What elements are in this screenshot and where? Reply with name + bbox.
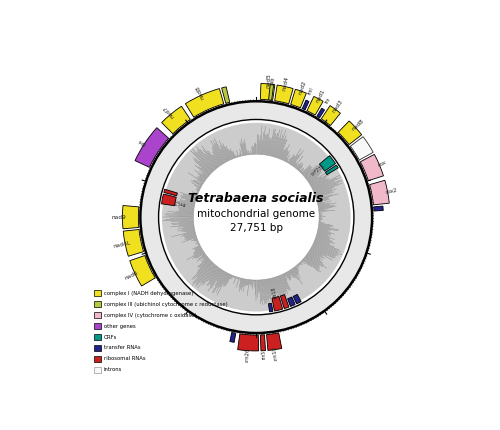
Text: nad8: nad8 [195, 84, 205, 99]
Wedge shape [268, 84, 274, 100]
Text: trn: trn [324, 96, 332, 104]
Text: cob: cob [270, 76, 275, 85]
Text: ORFs: ORFs [104, 335, 118, 340]
Text: rrn26: rrn26 [245, 347, 251, 362]
Circle shape [194, 154, 319, 280]
Wedge shape [302, 100, 309, 110]
Text: nad5: nad5 [265, 73, 272, 88]
Wedge shape [260, 83, 275, 101]
Wedge shape [162, 106, 190, 134]
Wedge shape [320, 156, 336, 171]
Text: rrn5: rrn5 [260, 350, 266, 359]
Wedge shape [266, 333, 282, 350]
Text: nad7: nad7 [162, 104, 175, 118]
Text: trnI: trnI [308, 87, 316, 96]
Wedge shape [164, 189, 177, 196]
Wedge shape [290, 89, 306, 108]
Text: other genes: other genes [104, 324, 136, 329]
Text: transfer RNAs: transfer RNAs [104, 345, 141, 350]
Text: rrn18: rrn18 [270, 286, 278, 299]
Text: ribosomal RNAs: ribosomal RNAs [104, 356, 146, 361]
Wedge shape [280, 295, 289, 309]
FancyBboxPatch shape [94, 367, 102, 373]
Wedge shape [274, 85, 293, 104]
Text: nad8: nad8 [351, 118, 366, 132]
Text: Tetrabaena socialis: Tetrabaena socialis [188, 193, 324, 206]
FancyBboxPatch shape [94, 312, 102, 318]
Wedge shape [238, 334, 258, 351]
FancyBboxPatch shape [94, 345, 102, 351]
Wedge shape [288, 297, 295, 307]
FancyBboxPatch shape [94, 301, 102, 307]
Text: rps: rps [137, 137, 146, 146]
Text: orf281: orf281 [310, 163, 326, 177]
Wedge shape [272, 296, 282, 311]
Text: nad3: nad3 [331, 99, 344, 114]
Text: nad4L: nad4L [112, 240, 131, 249]
Wedge shape [317, 108, 324, 118]
Text: mitochondrial genome: mitochondrial genome [197, 209, 316, 219]
FancyBboxPatch shape [94, 334, 102, 340]
Wedge shape [222, 87, 230, 103]
Text: rrn18: rrn18 [272, 346, 279, 361]
Text: nad9: nad9 [112, 215, 126, 220]
Wedge shape [162, 194, 176, 206]
Text: nad4: nad4 [282, 75, 290, 91]
Wedge shape [307, 96, 323, 115]
Wedge shape [162, 123, 350, 311]
Text: introns: introns [104, 367, 122, 372]
FancyBboxPatch shape [94, 323, 102, 329]
Wedge shape [122, 206, 139, 229]
Text: 27,751 bp: 27,751 bp [230, 223, 283, 233]
Wedge shape [186, 89, 224, 117]
Text: cox2: cox2 [384, 187, 398, 194]
Wedge shape [370, 180, 390, 205]
FancyBboxPatch shape [94, 290, 102, 296]
Text: nad6: nad6 [124, 270, 140, 281]
Wedge shape [338, 121, 361, 144]
Text: nad2: nad2 [298, 80, 307, 95]
Text: complex IV (cytochrome c oxidase): complex IV (cytochrome c oxidase) [104, 313, 196, 318]
Wedge shape [135, 128, 168, 167]
Wedge shape [293, 294, 301, 304]
Text: rrnL3: rrnL3 [174, 199, 186, 206]
FancyBboxPatch shape [94, 356, 102, 362]
Text: cox: cox [378, 160, 388, 168]
Wedge shape [322, 106, 340, 126]
Wedge shape [268, 303, 273, 312]
Text: complex I (NADH dehydrogenase): complex I (NADH dehydrogenase) [104, 291, 194, 296]
Wedge shape [123, 230, 144, 256]
Wedge shape [260, 335, 266, 351]
Text: complex III (ubichinol cytochrome c reductase): complex III (ubichinol cytochrome c redu… [104, 302, 228, 307]
Wedge shape [326, 165, 338, 175]
Text: nad1: nad1 [314, 88, 326, 103]
Wedge shape [140, 101, 372, 333]
Wedge shape [230, 332, 236, 342]
Wedge shape [130, 255, 155, 286]
Wedge shape [360, 154, 384, 181]
Wedge shape [350, 137, 373, 160]
Wedge shape [374, 206, 383, 211]
